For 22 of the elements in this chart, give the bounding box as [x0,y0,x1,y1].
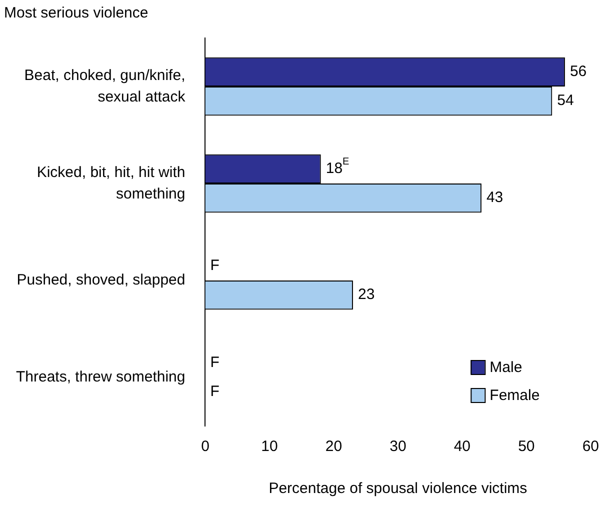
x-tick-label: 0 [201,438,210,456]
legend-label: Male [490,359,522,376]
text: F [210,354,220,372]
data-label: 56 [570,63,587,80]
data-label: 43 [486,189,504,206]
y-tick-label: Threats, threw something [16,368,186,386]
data-label: 54 [557,92,574,110]
y-tick-label: Pushed, shoved, slapped [16,272,186,289]
x-tick-label: 10 [261,438,278,456]
x-tick-label: 30 [390,438,406,456]
y-tick-label: Beat, choked, gun/knife, sexual attack [24,66,186,106]
y-tick-label: Kicked, bit, hit, hit with something [36,164,186,203]
data-label: 23 [358,286,375,304]
text: F [210,383,220,400]
y-axis-title: Most serious violence [4,4,148,22]
x-tick-label: 20 [325,438,342,456]
x-tick-label: 40 [454,438,471,456]
text: F [210,257,220,274]
x-tick-label: 50 [518,438,535,456]
legend-label: Female [490,387,540,404]
x-tick-label: 60 [582,438,599,456]
x-axis-title: Percentage of spousal violence victims [268,480,528,498]
